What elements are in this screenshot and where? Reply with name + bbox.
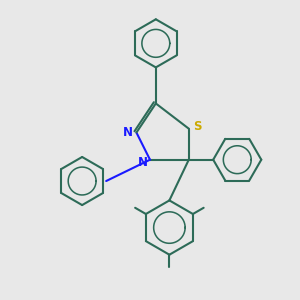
Text: N: N: [123, 126, 133, 139]
Text: S: S: [193, 120, 201, 133]
Text: N: N: [138, 156, 148, 169]
